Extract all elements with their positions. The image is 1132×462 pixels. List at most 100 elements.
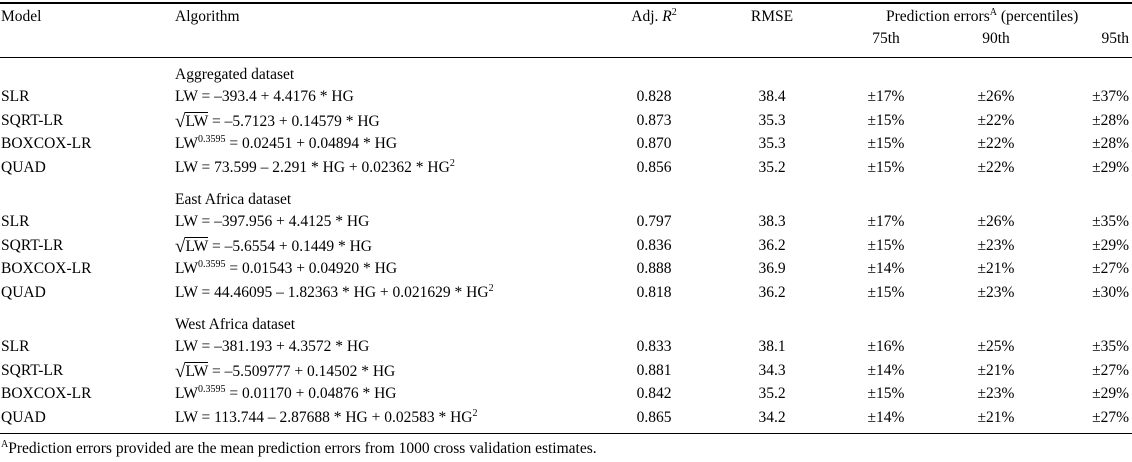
cell-model: SLR — [1, 338, 30, 355]
cell-p95: ±29% — [1092, 385, 1129, 402]
cell-formula: LW = –397.956 + 4.4125 * HG — [175, 213, 370, 230]
cell-p95: ±29% — [1092, 158, 1129, 176]
cell-model: QUAD — [1, 283, 46, 301]
bottom-rule — [0, 433, 1132, 434]
cell-rmse: 35.2 — [758, 158, 786, 176]
cell-model: BOXCOX-LR — [1, 260, 92, 277]
cell-model: QUAD — [1, 408, 46, 426]
cell-p75: ±17% — [867, 213, 905, 230]
header-algorithm: Algorithm — [175, 8, 240, 25]
cell-p95: ±35% — [1092, 338, 1129, 355]
section-title: West Africa dataset — [175, 316, 296, 333]
cell-model: BOXCOX-LR — [1, 135, 92, 152]
cell-adj-r2: 0.833 — [636, 338, 672, 355]
cell-p90: ±22% — [977, 158, 1015, 176]
header-p75: 75th — [872, 30, 900, 47]
cell-p90: ±21% — [977, 260, 1015, 277]
cell-rmse: 34.2 — [758, 408, 786, 426]
header-prediction-errors: Prediction errorsA (percentiles) — [886, 7, 1079, 25]
cell-rmse: 34.3 — [758, 361, 786, 379]
cell-p95: ±28% — [1092, 111, 1129, 129]
cell-model: BOXCOX-LR — [1, 385, 92, 402]
cell-model: QUAD — [1, 158, 46, 176]
cell-p75: ±14% — [867, 408, 905, 426]
cell-formula: LW = –393.4 + 4.4176 * HG — [175, 88, 354, 105]
cell-model: SQRT-LR — [1, 361, 64, 379]
cell-p75: ±15% — [867, 283, 905, 301]
header-p90: 90th — [982, 30, 1010, 47]
cell-p95: ±30% — [1092, 283, 1129, 301]
header-model: Model — [1, 8, 42, 25]
cell-p75: ±15% — [867, 236, 905, 254]
cell-p90: ±26% — [977, 88, 1015, 105]
cell-model: SQRT-LR — [1, 236, 64, 254]
cell-formula: √LW = –5.509777 + 0.14502 * HG — [175, 360, 396, 382]
footnote: APrediction errors provided are the mean… — [1, 439, 597, 457]
cell-p95: ±27% — [1092, 260, 1129, 277]
cell-adj-r2: 0.870 — [636, 135, 672, 152]
cell-p75: ±15% — [867, 158, 905, 176]
cell-p75: ±14% — [867, 260, 905, 277]
cell-adj-r2: 0.865 — [636, 408, 672, 426]
section-title: East Africa dataset — [175, 191, 292, 208]
cell-rmse: 38.4 — [758, 88, 786, 105]
cell-p95: ±29% — [1092, 236, 1129, 254]
cell-p75: ±16% — [867, 338, 905, 355]
cell-p75: ±17% — [867, 88, 905, 105]
header-rmse: RMSE — [750, 8, 794, 25]
cell-p90: ±23% — [977, 385, 1015, 402]
cell-adj-r2: 0.797 — [636, 213, 672, 230]
cell-formula: √LW = –5.7123 + 0.14579 * HG — [175, 110, 380, 132]
cell-formula: LW = 44.46095 – 1.82363 * HG + 0.021629 … — [175, 282, 494, 301]
cell-formula: LW = 113.744 – 2.87688 * HG + 0.02583 * … — [175, 407, 478, 426]
cell-formula: LW0.3595 = 0.01543 + 0.04920 * HG — [175, 259, 398, 277]
section-title: Aggregated dataset — [175, 66, 295, 83]
cell-p90: ±25% — [977, 338, 1015, 355]
cell-rmse: 35.2 — [758, 385, 786, 402]
cell-formula: LW0.3595 = 0.01170 + 0.04876 * HG — [175, 384, 397, 402]
cell-adj-r2: 0.873 — [636, 111, 672, 129]
cell-rmse: 36.2 — [758, 283, 786, 301]
cell-formula: √LW = –5.6554 + 0.1449 * HG — [175, 235, 372, 257]
cell-formula: LW = 73.599 – 2.291 * HG + 0.02362 * HG2 — [175, 157, 455, 176]
header-adj-r2: Adj. R2 — [631, 7, 677, 25]
cell-p90: ±22% — [977, 135, 1015, 152]
cell-p95: ±27% — [1092, 408, 1129, 426]
cell-adj-r2: 0.828 — [636, 88, 672, 105]
cell-adj-r2: 0.881 — [636, 361, 672, 379]
cell-rmse: 36.2 — [758, 236, 786, 254]
cell-rmse: 35.3 — [758, 135, 786, 152]
cell-p95: ±37% — [1092, 88, 1129, 105]
header-rule — [0, 57, 1132, 58]
cell-p75: ±14% — [867, 361, 905, 379]
cell-rmse: 38.1 — [758, 338, 786, 355]
cell-p95: ±35% — [1092, 213, 1129, 230]
cell-formula: LW0.3595 = 0.02451 + 0.04894 * HG — [175, 134, 398, 152]
cell-p90: ±26% — [977, 213, 1015, 230]
cell-rmse: 36.9 — [758, 260, 786, 277]
cell-adj-r2: 0.836 — [636, 236, 672, 254]
cell-p90: ±21% — [977, 361, 1015, 379]
cell-p75: ±15% — [867, 135, 905, 152]
cell-rmse: 35.3 — [758, 111, 786, 129]
cell-p90: ±23% — [977, 236, 1015, 254]
cell-adj-r2: 0.842 — [636, 385, 672, 402]
cell-p95: ±27% — [1092, 361, 1129, 379]
cell-p95: ±28% — [1092, 135, 1129, 152]
cell-model: SLR — [1, 88, 30, 105]
cell-model: SLR — [1, 213, 30, 230]
cell-p75: ±15% — [867, 385, 905, 402]
top-rule — [0, 2, 1132, 4]
header-p95: 95th — [1101, 30, 1129, 47]
cell-adj-r2: 0.856 — [636, 158, 672, 176]
cell-p90: ±21% — [977, 408, 1015, 426]
cell-p90: ±22% — [977, 111, 1015, 129]
cell-adj-r2: 0.888 — [636, 260, 672, 277]
cell-model: SQRT-LR — [1, 111, 64, 129]
cell-p75: ±15% — [867, 111, 905, 129]
cell-formula: LW = –381.193 + 4.3572 * HG — [175, 338, 370, 355]
cell-rmse: 38.3 — [758, 213, 786, 230]
cell-adj-r2: 0.818 — [636, 283, 672, 301]
cell-p90: ±23% — [977, 283, 1015, 301]
